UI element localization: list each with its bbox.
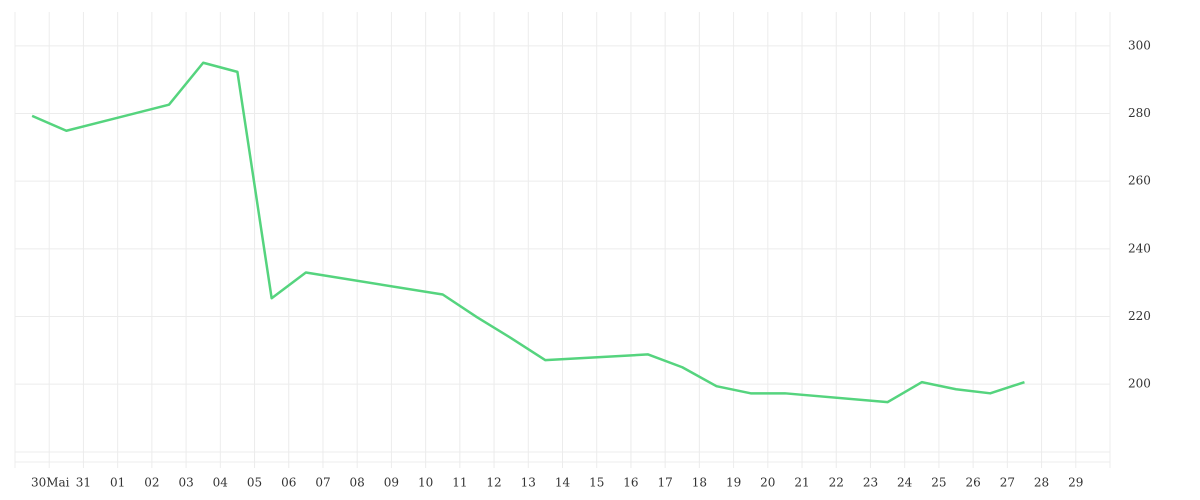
x-tick-label: 06 — [281, 476, 296, 490]
x-tick-label: 03 — [178, 476, 193, 490]
x-tick-label: 04 — [213, 476, 229, 490]
x-tick-label: 07 — [315, 476, 330, 490]
x-tick-label: 24 — [897, 476, 913, 490]
x-tick-label: 30 — [31, 476, 46, 490]
data-line — [31, 61, 1025, 404]
x-tick-label: 16 — [623, 476, 638, 490]
y-tick-label: 280 — [1128, 106, 1151, 120]
x-tick-label: 13 — [521, 476, 536, 490]
x-tick-label: 22 — [829, 476, 844, 490]
x-tick-label: 23 — [863, 476, 878, 490]
x-tick-label: 18 — [692, 476, 707, 490]
x-tick-label: 02 — [144, 476, 159, 490]
x-tick-label: 12 — [486, 476, 501, 490]
x-tick-label: 26 — [965, 476, 980, 490]
x-tick-label: 01 — [110, 476, 125, 490]
y-tick-label: 200 — [1128, 377, 1151, 391]
x-tick-label: 11 — [452, 476, 467, 490]
x-tick-label: 27 — [1000, 476, 1015, 490]
month-label: Mai — [46, 476, 69, 490]
x-tick-label: 25 — [931, 476, 946, 490]
y-tick-label: 300 — [1128, 38, 1151, 52]
x-tick-label: 28 — [1034, 476, 1049, 490]
x-tick-label: 05 — [247, 476, 262, 490]
y-tick-label: 260 — [1128, 174, 1151, 188]
x-tick-label: 09 — [384, 476, 399, 490]
x-tick-label: 14 — [555, 476, 571, 490]
x-tick-label: 31 — [76, 476, 91, 490]
x-tick-label: 21 — [794, 476, 809, 490]
x-tick-label: 17 — [658, 476, 673, 490]
y-tick-label: 220 — [1128, 309, 1151, 323]
x-tick-label: 29 — [1068, 476, 1083, 490]
x-tick-label: 20 — [760, 476, 775, 490]
x-tick-label: 08 — [350, 476, 365, 490]
x-tick-label: 10 — [418, 476, 433, 490]
x-tick-label: 19 — [726, 476, 741, 490]
y-tick-label: 240 — [1128, 241, 1151, 255]
x-tick-label: 15 — [589, 476, 604, 490]
